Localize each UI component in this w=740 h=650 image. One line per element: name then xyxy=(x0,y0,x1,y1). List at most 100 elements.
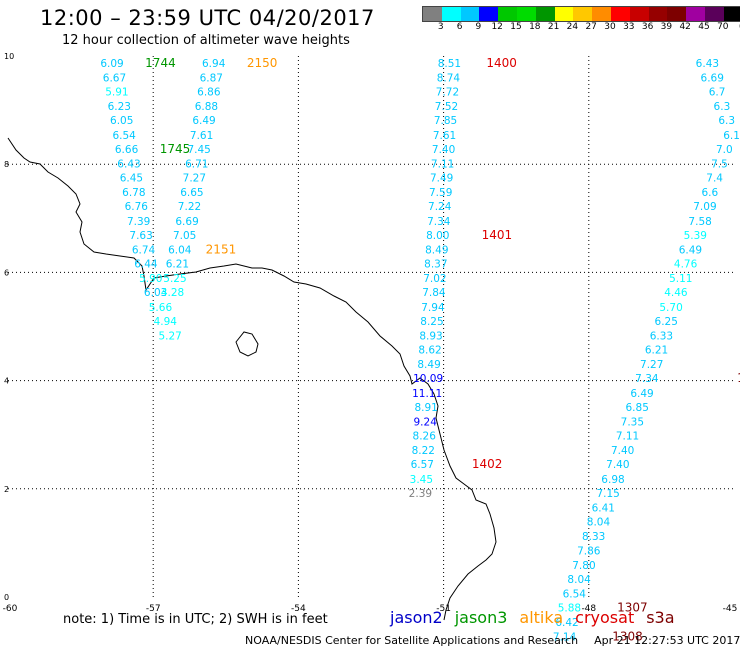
scale-tick-label: 9 xyxy=(475,22,482,32)
color-swatch xyxy=(704,7,724,21)
swh-value-label: 6.85 xyxy=(626,402,649,414)
swh-value-label: 6.6 xyxy=(701,187,718,199)
swh-value-label: 2.39 xyxy=(409,488,432,500)
y-tick-label: 2 xyxy=(4,485,9,494)
swh-value-label: 6.86 xyxy=(197,86,221,98)
swh-value-label: 6.42 xyxy=(555,617,578,629)
swh-value-label: 7.27 xyxy=(640,359,663,371)
swh-value-label: 8.62 xyxy=(418,345,441,357)
coastline-path xyxy=(7,137,497,621)
swh-value-label: 8.91 xyxy=(414,402,437,414)
swh-value-label: 7.05 xyxy=(173,230,196,242)
pass-time-label: 1308 xyxy=(612,629,643,643)
swh-value-label: 8.26 xyxy=(413,431,437,443)
swh-value-label: 7.15 xyxy=(596,488,619,500)
scale-tick-label: 27 xyxy=(585,22,597,32)
swh-value-label: 7.85 xyxy=(434,115,457,127)
swh-value-label: 8.04 xyxy=(567,574,591,586)
swh-value-label: 7.22 xyxy=(178,201,201,213)
swh-value-label: 6.49 xyxy=(630,388,653,400)
swh-value-label: 6.57 xyxy=(411,459,434,471)
swh-value-label: 11.11 xyxy=(412,388,442,400)
color-swatch xyxy=(535,7,555,21)
swh-value-label: 6.76 xyxy=(125,201,149,213)
swh-value-label: 6.44 xyxy=(134,259,158,271)
swh-value-label: 7.09 xyxy=(693,201,716,213)
swh-value-label: 7.58 xyxy=(688,216,711,228)
swh-value-label: 7.5 xyxy=(711,158,728,170)
swh-value-label: 7.80 xyxy=(572,560,595,572)
swh-value-label: 8.00 xyxy=(426,230,449,242)
swh-value-label: 6.49 xyxy=(192,115,215,127)
swh-value-label: 6.05 xyxy=(110,115,133,127)
swh-value-label: 6.67 xyxy=(103,72,126,84)
pass-time-label: 2150 xyxy=(247,56,278,70)
pass-time-label: 1401 xyxy=(482,228,513,242)
color-swatch xyxy=(460,7,480,21)
satellite-track: 6.09 6.67 5.91 6.23 6.05 6.54 6.66 6.43 6.45 6.78… xyxy=(100,56,190,343)
scale-tick-label: 39 xyxy=(660,22,673,32)
y-tick-label: 6 xyxy=(4,268,9,277)
scale-tick-label: 6 xyxy=(456,22,463,32)
swh-value-label: 6.71 xyxy=(185,158,208,170)
swh-value-label: 5.91 xyxy=(105,86,128,98)
scale-tick-label: (ft) xyxy=(739,22,740,32)
swh-value-label: 4.76 xyxy=(674,259,698,271)
swh-value-label: 7.27 xyxy=(183,173,206,185)
swh-value-label: 6.94 xyxy=(202,58,226,70)
swh-value-label: 6.3 xyxy=(714,101,731,113)
scale-tick-label: 18 xyxy=(529,22,541,32)
coastline xyxy=(7,137,497,621)
swh-value-label: 4.94 xyxy=(154,316,178,328)
swh-value-label: 8.25 xyxy=(420,316,443,328)
swh-value-label: 6.41 xyxy=(592,503,615,515)
swh-value-label: 8.22 xyxy=(412,445,435,457)
swh-value-label: 7.14 xyxy=(553,631,577,643)
swh-value-label: 7.63 xyxy=(129,230,152,242)
swh-value-label: 6.66 xyxy=(115,144,139,156)
satellite-legend-cryosat: cryosat xyxy=(575,608,635,627)
swh-value-label: 7.40 xyxy=(432,144,455,156)
swh-value-label: 7.45 xyxy=(187,144,210,156)
credit-line: NOAA/NESDIS Center for Satellite Applica… xyxy=(245,634,740,647)
swh-value-label: 7.02 xyxy=(423,273,446,285)
swh-value-label: 7.11 xyxy=(431,158,454,170)
pass-time-label: 1307 xyxy=(617,601,648,615)
page-title: 12:00 – 23:59 UTC 04/20/2017 xyxy=(40,6,375,30)
swh-value-label: 6.88 xyxy=(195,101,218,113)
swh-value-label: 7.34 xyxy=(427,216,451,228)
scale-tick-label: 42 xyxy=(679,22,691,32)
swh-value-label: 5.25 xyxy=(163,273,186,285)
x-tick-label: -60 xyxy=(3,604,18,614)
pass-time-label: 1402 xyxy=(472,457,503,471)
swh-value-label: 4.46 xyxy=(664,287,688,299)
x-tick-label: -51 xyxy=(436,604,451,614)
scale-tick-label: 30 xyxy=(604,22,616,32)
satellite-legend: jason2 jason3 altika cryosat s3a xyxy=(390,608,687,627)
scale-tick-label: 3 xyxy=(437,22,444,32)
swh-value-label: 10.09 xyxy=(413,373,443,385)
swh-value-label: 3.45 xyxy=(410,474,433,486)
pass-time-label: 1744 xyxy=(145,56,176,70)
swh-value-label: 6.04 xyxy=(168,244,192,256)
swh-value-label: 7.72 xyxy=(436,86,459,98)
swh-value-label: 5.39 xyxy=(684,230,707,242)
y-tick-label: 0 xyxy=(4,593,9,602)
swh-value-label: 7.84 xyxy=(422,287,446,299)
y-tick-label: 10 xyxy=(4,52,14,61)
pass-time-label: 130 xyxy=(737,371,740,385)
x-tick-label: -48 xyxy=(581,604,596,614)
swh-value-label: 6.54 xyxy=(112,130,136,142)
x-tick-label: -54 xyxy=(291,604,306,614)
satellite-legend-s3a: s3a xyxy=(646,608,675,627)
color-swatch xyxy=(686,7,705,21)
swh-value-label: 6.69 xyxy=(701,72,724,84)
swh-value-label: 7.86 xyxy=(577,545,601,557)
swh-value-label: 6.7 xyxy=(709,86,726,98)
axis-labels: -60 -57 -54 -51 -48 -45 0 2 4 6 8 10 xyxy=(3,52,738,614)
satellite-legend-altika: altika xyxy=(519,608,564,627)
color-swatch xyxy=(610,7,630,21)
swh-value-label: 6.69 xyxy=(175,216,198,228)
scale-tick-label: 12 xyxy=(491,22,503,32)
